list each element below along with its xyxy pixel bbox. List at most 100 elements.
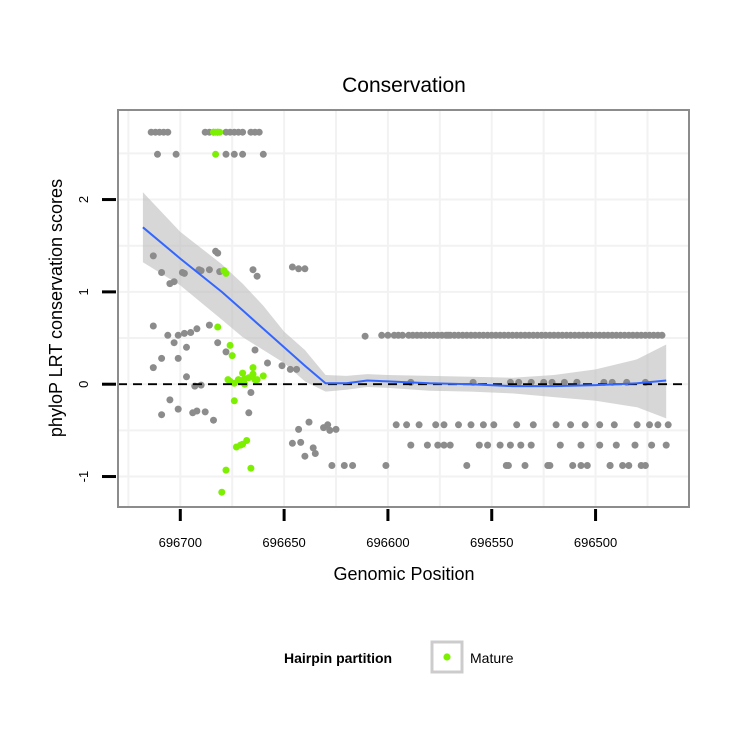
data-point-other xyxy=(432,421,440,429)
data-points xyxy=(147,128,672,496)
data-point-other xyxy=(332,425,340,433)
data-point-mature xyxy=(232,443,240,451)
data-point-other xyxy=(382,462,390,469)
data-point-other xyxy=(295,425,303,433)
data-point-other xyxy=(467,421,475,429)
data-point-other xyxy=(349,462,357,469)
data-point-other xyxy=(205,266,213,274)
data-point-other xyxy=(504,462,512,469)
data-point-other xyxy=(239,128,247,136)
data-point-other xyxy=(415,421,423,429)
x-tick-label: 696550 xyxy=(470,535,513,550)
plot-panel xyxy=(118,110,689,507)
data-point-other xyxy=(577,462,585,469)
y-axis: 2 1 0 -1 xyxy=(76,196,116,482)
data-point-other xyxy=(259,150,267,158)
data-point-other xyxy=(245,409,253,417)
x-tick-label: 696650 xyxy=(262,535,305,550)
data-point-other xyxy=(295,265,303,273)
data-point-other xyxy=(172,150,180,158)
data-point-other xyxy=(479,421,487,429)
data-point-other xyxy=(286,365,294,373)
data-point-mature xyxy=(222,269,230,277)
data-point-other xyxy=(646,421,653,429)
y-tick-label: 0 xyxy=(76,381,91,388)
data-point-other xyxy=(581,421,589,429)
data-point-other xyxy=(180,329,188,337)
data-point-other xyxy=(440,441,448,449)
data-point-other xyxy=(239,150,247,158)
data-point-other xyxy=(214,339,222,347)
data-point-other xyxy=(648,441,656,449)
data-point-mature xyxy=(222,466,230,474)
smooth-trend-line xyxy=(142,226,667,388)
legend-label-mature: Mature xyxy=(470,650,514,666)
data-point-other xyxy=(187,329,195,336)
data-point-other xyxy=(166,280,174,288)
data-point-other xyxy=(249,266,257,274)
data-point-other xyxy=(158,269,166,276)
data-point-other xyxy=(230,150,238,158)
x-axis: 696700 696650 696600 696550 696500 xyxy=(159,509,617,550)
data-point-other xyxy=(288,263,296,271)
data-point-mature xyxy=(212,150,220,158)
data-point-other xyxy=(247,389,255,396)
data-point-other xyxy=(560,378,568,386)
data-point-other xyxy=(517,441,525,449)
data-point-other xyxy=(149,322,157,330)
data-point-other xyxy=(434,441,442,449)
data-point-other xyxy=(484,441,492,449)
data-point-other xyxy=(664,421,672,429)
data-point-other xyxy=(328,462,336,469)
legend: Hairpin partition Mature xyxy=(284,640,514,674)
data-point-other xyxy=(569,462,577,469)
y-axis-title: phyloP LRT conservation scores xyxy=(46,179,66,437)
y-tick-label: -1 xyxy=(76,471,91,483)
confidence-ribbon xyxy=(142,192,667,419)
data-point-other xyxy=(222,348,230,356)
data-point-other xyxy=(496,441,504,449)
data-point-other xyxy=(170,339,178,347)
legend-title: Hairpin partition xyxy=(284,650,392,666)
x-tick-label: 696500 xyxy=(574,535,617,550)
data-point-other xyxy=(546,462,554,469)
data-point-other xyxy=(506,441,514,449)
data-point-other xyxy=(164,128,172,136)
data-point-other xyxy=(251,346,259,354)
data-point-other xyxy=(305,418,313,426)
x-tick-label: 696700 xyxy=(159,535,202,550)
data-point-mature xyxy=(216,128,224,136)
data-point-other xyxy=(392,421,400,429)
data-point-other xyxy=(324,421,332,429)
data-point-other xyxy=(212,247,220,255)
data-point-other xyxy=(278,362,286,370)
data-point-other xyxy=(174,331,182,339)
data-point-mature xyxy=(239,369,247,377)
data-point-other xyxy=(407,441,415,449)
data-point-other xyxy=(521,462,529,469)
data-point-other xyxy=(552,421,560,429)
data-point-other xyxy=(619,462,627,469)
data-point-other xyxy=(455,421,462,429)
data-point-other xyxy=(297,438,305,446)
data-point-other xyxy=(596,421,604,429)
data-point-other xyxy=(326,426,334,434)
data-point-other xyxy=(183,373,190,381)
data-point-other xyxy=(293,365,301,373)
data-point-other xyxy=(149,252,157,260)
legend-key-mature xyxy=(443,653,451,661)
data-point-other xyxy=(399,331,406,339)
data-point-other xyxy=(253,272,261,280)
data-point-other xyxy=(633,421,641,429)
data-point-other xyxy=(264,359,271,367)
data-point-other xyxy=(301,265,309,273)
data-point-mature xyxy=(249,364,257,372)
data-point-other xyxy=(463,462,471,469)
data-point-other xyxy=(158,411,166,419)
data-point-other xyxy=(154,150,161,158)
data-point-other xyxy=(222,150,230,158)
data-point-other xyxy=(577,441,585,449)
data-point-other xyxy=(378,331,386,339)
data-point-other xyxy=(193,325,201,333)
y-tick-label: 1 xyxy=(76,288,91,295)
